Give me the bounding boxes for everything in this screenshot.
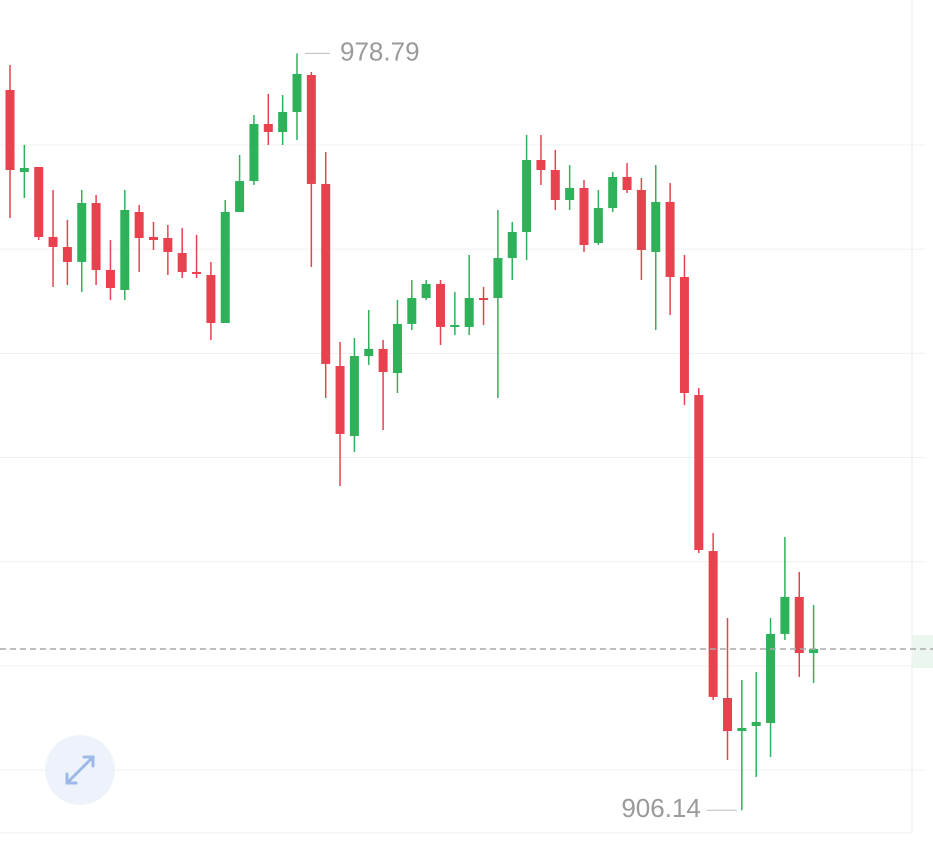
candle-body — [48, 236, 58, 247]
candle-body — [522, 159, 532, 232]
candle-body — [263, 123, 273, 132]
candle-body — [278, 111, 288, 132]
candle-body — [694, 394, 704, 550]
candle-body — [622, 176, 632, 190]
candle-body — [120, 209, 130, 290]
candle-body — [579, 188, 589, 245]
candle-body — [105, 269, 115, 289]
candle-body — [91, 203, 101, 270]
high-label: 978.79 — [340, 36, 420, 66]
candle-body — [206, 274, 216, 324]
candle-body — [651, 201, 661, 252]
candle-body — [292, 73, 302, 112]
candle-body — [479, 298, 489, 301]
candle-body — [550, 169, 560, 200]
expand-button[interactable] — [45, 735, 115, 805]
candle-body — [780, 596, 790, 634]
candle-body — [536, 159, 546, 170]
candle-body — [249, 123, 259, 182]
candle-body — [335, 366, 345, 434]
candle-body — [306, 74, 316, 184]
candle-body — [421, 283, 431, 299]
candle-body — [378, 348, 388, 372]
candle-body — [134, 211, 144, 239]
candle-body — [192, 271, 202, 274]
candle-body — [464, 298, 474, 327]
expand-icon[interactable] — [65, 755, 95, 785]
candle-body — [77, 203, 87, 262]
candle-body — [436, 283, 445, 327]
candle-body — [34, 166, 44, 237]
price-tag — [912, 635, 933, 668]
candle-body — [665, 201, 675, 277]
candle-body — [794, 596, 804, 654]
candle-body — [507, 231, 517, 259]
candle-body — [809, 648, 819, 654]
candle-body — [321, 183, 331, 364]
candle-body — [723, 698, 732, 732]
candle-body — [636, 189, 646, 250]
candle-body — [149, 236, 158, 240]
low-label: 906.14 — [621, 793, 701, 823]
candle-body — [220, 211, 230, 324]
candle-body — [407, 298, 417, 324]
candle-body — [708, 551, 718, 697]
candle-body — [235, 181, 245, 212]
candle-body — [751, 721, 761, 727]
candle-body — [493, 258, 503, 299]
candle-body — [450, 324, 460, 327]
candle-body — [5, 89, 15, 170]
candle-body — [737, 728, 747, 732]
candle-body — [163, 238, 173, 252]
candle-body — [679, 276, 689, 394]
candle-body — [766, 633, 776, 724]
candle-body — [177, 253, 187, 272]
candle-body — [565, 188, 575, 200]
candle-body — [608, 176, 618, 209]
candle-body — [593, 208, 603, 244]
candle-body — [392, 323, 402, 374]
candle-body — [62, 246, 72, 262]
candle-body — [349, 356, 359, 437]
candle-body — [19, 168, 29, 172]
candle-body — [364, 348, 374, 357]
